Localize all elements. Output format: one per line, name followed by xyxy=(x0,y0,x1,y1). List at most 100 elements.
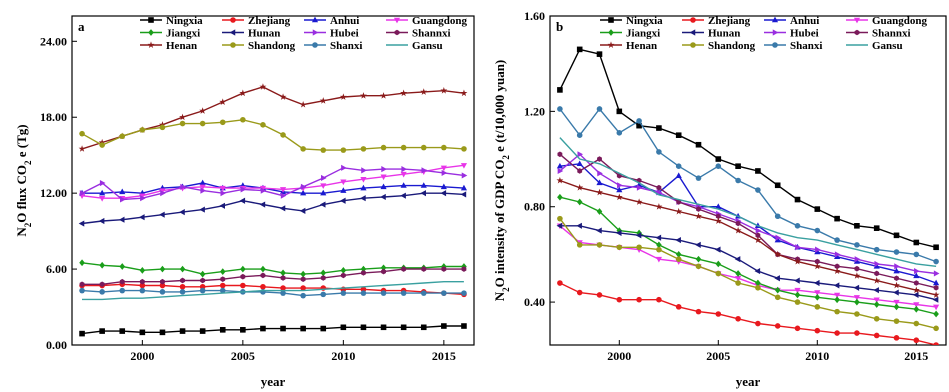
data-point-hubei xyxy=(577,151,584,158)
data-point-anhui xyxy=(420,182,427,188)
legend-item-shandong: Shandong xyxy=(222,40,296,52)
data-point-shandong xyxy=(695,263,702,270)
data-point-shannxi xyxy=(913,280,919,286)
data-point-ningxia xyxy=(596,51,603,57)
legend-marker xyxy=(148,29,154,36)
legend-marker xyxy=(393,17,401,24)
data-point-shanxi xyxy=(695,175,702,181)
data-point-hubei xyxy=(180,183,186,190)
data-point-ningxia xyxy=(99,328,105,334)
data-point-hunan xyxy=(734,256,741,263)
data-point-henan xyxy=(199,107,207,114)
legend-marker xyxy=(608,17,614,23)
data-point-ningxia xyxy=(873,225,880,231)
data-point-henan xyxy=(932,291,940,298)
data-point-shannxi xyxy=(260,272,266,279)
legend-item-shannxi: Shannxi xyxy=(846,28,911,40)
data-point-zhejiang xyxy=(933,342,939,345)
data-point-jiangxi xyxy=(139,266,146,274)
legend-item-anhui: Anhui xyxy=(304,15,359,27)
data-point-shanxi xyxy=(300,292,306,299)
legend-marker xyxy=(854,29,860,36)
chart-panel-a: 0.00 6.00 12.00 18.00 24.00 2000 2005 2010 2015 y… xyxy=(14,15,475,389)
data-point-jiangxi xyxy=(913,305,920,313)
data-point-shanxi xyxy=(179,289,186,295)
legend-label: Shanxi xyxy=(330,40,362,52)
data-point-henan xyxy=(615,193,623,201)
data-point-hubei xyxy=(79,190,86,197)
data-point-shanxi xyxy=(715,163,722,169)
data-point-ningxia xyxy=(119,328,126,334)
data-point-shanxi xyxy=(854,242,860,248)
data-point-shanxi xyxy=(557,106,563,112)
data-point-jiangxi xyxy=(715,260,722,268)
data-point-henan xyxy=(98,138,106,146)
data-point-jiangxi xyxy=(755,279,761,287)
data-point-hunan xyxy=(675,237,681,244)
data-point-hunan xyxy=(873,287,879,294)
data-point-shannxi xyxy=(240,273,246,280)
data-point-hunan xyxy=(615,229,622,237)
legend-marker xyxy=(690,17,696,23)
data-point-anhui xyxy=(380,183,387,190)
data-point-jiangxi xyxy=(159,265,166,273)
data-point-hunan xyxy=(635,232,642,239)
data-point-hubei xyxy=(854,256,861,263)
data-point-henan xyxy=(78,145,86,152)
data-point-shanxi xyxy=(400,290,407,296)
data-point-shannxi xyxy=(381,268,386,275)
data-point-hunan xyxy=(259,201,266,208)
series-line-shannxi xyxy=(82,268,464,285)
data-point-shanxi xyxy=(814,227,821,234)
data-point-hunan xyxy=(380,193,386,201)
legend-item-hubei: Hubei xyxy=(304,28,359,40)
data-point-shannxi xyxy=(139,278,145,285)
data-point-jiangxi xyxy=(557,193,563,201)
data-point-hunan xyxy=(299,207,306,214)
data-point-hunan xyxy=(118,216,125,223)
data-point-hunan xyxy=(199,206,205,213)
data-point-ningxia xyxy=(320,325,327,332)
data-point-hunan xyxy=(912,291,919,299)
data-point-hubei xyxy=(260,187,267,194)
data-point-hunan xyxy=(556,222,563,229)
legend-marker xyxy=(230,17,236,23)
data-point-anhui xyxy=(320,189,327,196)
data-point-shannxi xyxy=(300,276,306,282)
data-point-zhejiang xyxy=(280,285,286,291)
data-point-jiangxi xyxy=(873,301,880,308)
data-point-anhui xyxy=(933,279,940,286)
data-point-hunan xyxy=(179,209,185,216)
data-point-henan xyxy=(460,89,468,97)
data-point-jiangxi xyxy=(119,263,126,270)
data-point-shanxi xyxy=(340,290,347,296)
data-point-jiangxi xyxy=(300,270,306,278)
data-point-ningxia xyxy=(179,328,186,334)
data-point-hubei xyxy=(300,183,307,190)
data-point-henan xyxy=(912,286,920,294)
data-point-hunan xyxy=(932,296,939,303)
legend-item-shanxi: Shanxi xyxy=(764,40,822,52)
data-point-anhui xyxy=(596,179,603,186)
data-point-jiangxi xyxy=(656,241,662,249)
legend-item-shannxi: Shannxi xyxy=(386,28,451,40)
data-point-shanxi xyxy=(774,213,781,220)
data-point-henan xyxy=(794,257,801,265)
data-point-jiangxi xyxy=(675,251,682,258)
data-point-ningxia xyxy=(199,328,206,334)
data-point-hunan xyxy=(239,197,246,204)
data-point-jiangxi xyxy=(340,266,347,274)
series-line-guangdong xyxy=(81,164,464,199)
data-point-shandong xyxy=(240,116,246,123)
data-point-ningxia xyxy=(656,125,662,131)
series-line-henan xyxy=(81,86,464,150)
y-tick-label: 18.00 xyxy=(40,110,67,124)
data-point-shandong xyxy=(461,146,467,152)
legend-label: Guangdong xyxy=(872,15,928,27)
legend-label: Ningxia xyxy=(166,15,203,27)
legend-label: Henan xyxy=(626,40,657,52)
data-point-ningxia xyxy=(557,87,563,93)
data-point-shandong xyxy=(320,147,327,153)
data-point-zhejiang xyxy=(300,285,306,291)
data-point-hunan xyxy=(754,268,761,275)
